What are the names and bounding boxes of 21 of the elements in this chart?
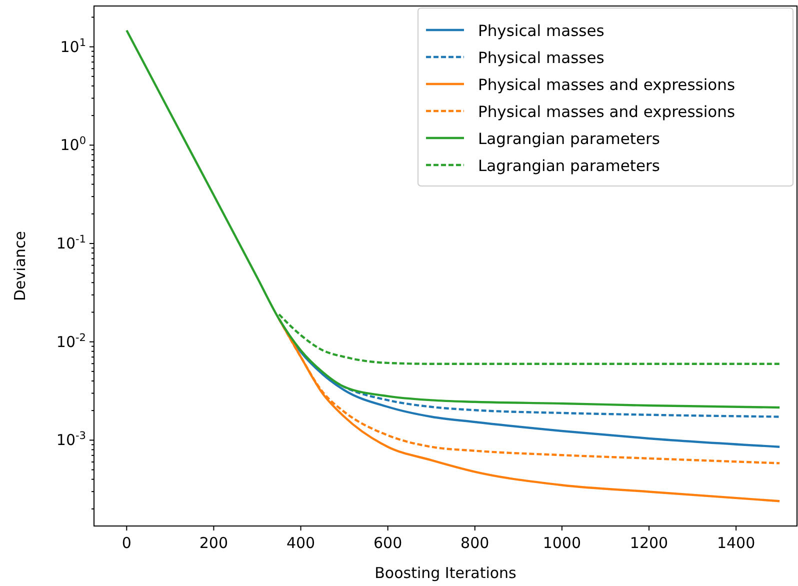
x-axis-title: Boosting Iterations (374, 564, 517, 582)
legend-label: Physical masses (478, 22, 604, 40)
y-tick-label: 10$^{-2}$ (56, 332, 86, 351)
y-tick-label: 10$^{1}$ (60, 36, 86, 56)
x-tick-label: 400 (286, 534, 316, 552)
x-tick-label: 1400 (716, 534, 756, 552)
y-tick-label: 10$^{-3}$ (56, 430, 86, 450)
legend-label: Physical masses and expressions (478, 76, 736, 94)
x-tick-label: 0 (122, 534, 132, 552)
x-tick-label: 1200 (630, 534, 668, 552)
y-tick-label: 10$^{0}$ (60, 135, 86, 154)
legend-label: Physical masses (478, 49, 604, 67)
legend-label: Physical masses and expressions (478, 103, 736, 121)
x-tick-label: 1000 (542, 534, 582, 552)
x-tick-label: 200 (199, 534, 228, 552)
x-tick-label: 600 (374, 534, 402, 552)
x-tick-label: 800 (460, 534, 490, 552)
legend-label: Lagrangian parameters (478, 157, 660, 175)
y-axis-title: Deviance (11, 231, 29, 301)
y-tick-label: 10$^{-1}$ (56, 233, 86, 252)
legend-label: Lagrangian parameters (478, 130, 660, 148)
